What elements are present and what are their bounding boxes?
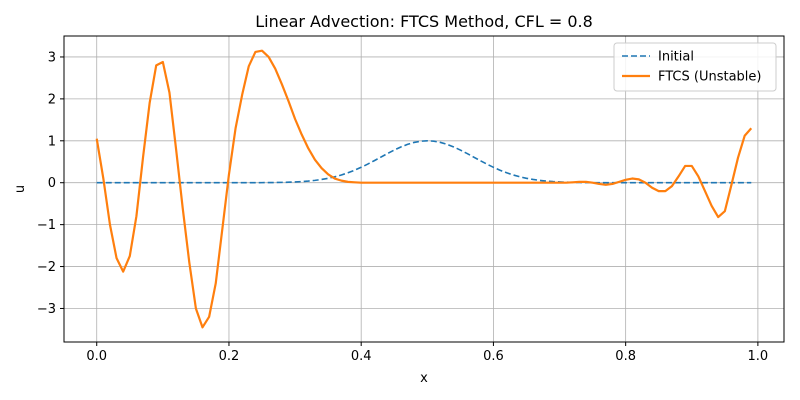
legend-box (613, 42, 777, 92)
y-axis-label: u (13, 185, 28, 193)
legend-label: FTCS (Unstable) (658, 70, 762, 85)
y-tick-label: −1 (37, 218, 56, 233)
ticks: 0.0 0.2 0.4 0.6 0.8 1.0 −3 −2 −1 0 1 2 3 (37, 50, 768, 364)
y-tick-label: −2 (37, 260, 56, 275)
series-layer (95, 49, 753, 329)
x-tick-label: 0.0 (86, 349, 107, 364)
legend-label: Initial (658, 50, 694, 65)
chart-title: Linear Advection: FTCS Method, CFL = 0.8 (255, 12, 593, 31)
x-tick-label: 1.0 (748, 349, 769, 364)
x-tick-label: 0.2 (219, 349, 240, 364)
y-tick-label: 1 (48, 134, 56, 149)
y-tick-label: 3 (48, 50, 56, 65)
plot-frame (63, 35, 785, 343)
x-tick-label: 0.4 (351, 349, 372, 364)
x-axis-label: x (420, 371, 428, 386)
series-line-initial (96, 139, 752, 184)
y-tick-label: 0 (48, 176, 56, 191)
series-line-ftcs (95, 49, 753, 329)
x-tick-label: 0.8 (615, 349, 636, 364)
x-tick-label: 0.6 (483, 349, 504, 364)
y-tick-label: −3 (37, 302, 56, 317)
legend: Initial FTCS (Unstable) (613, 42, 777, 92)
y-tick-label: 2 (48, 92, 56, 107)
